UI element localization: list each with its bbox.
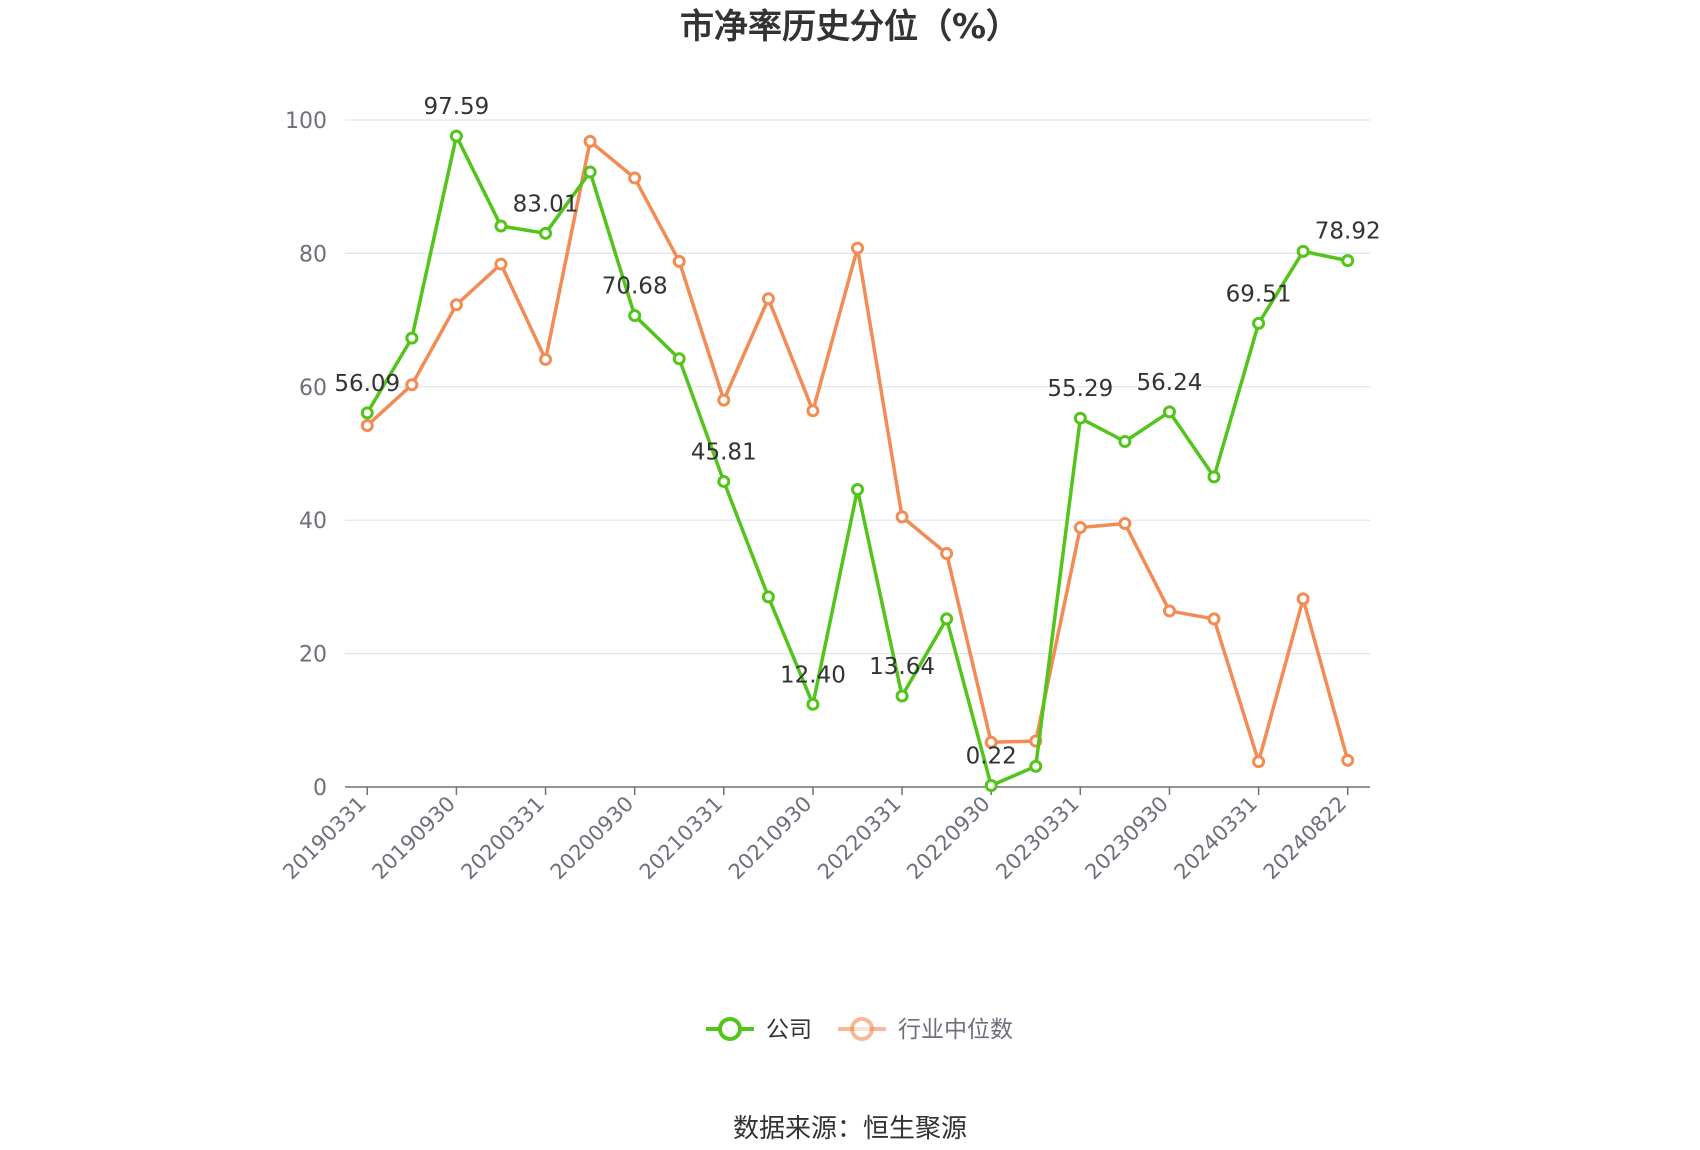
industry-point bbox=[1162, 604, 1176, 618]
x-tick-label: 20200331 bbox=[457, 792, 550, 885]
company-point bbox=[449, 129, 463, 143]
company-point bbox=[761, 590, 775, 604]
company-point bbox=[895, 689, 909, 703]
company-point bbox=[717, 474, 731, 488]
y-tick-label: 60 bbox=[299, 376, 327, 401]
series-layer bbox=[360, 129, 1355, 793]
company-point bbox=[984, 779, 998, 793]
company-point bbox=[583, 165, 597, 179]
industry-point bbox=[360, 418, 374, 432]
company-point bbox=[539, 226, 553, 240]
grid bbox=[345, 119, 1370, 655]
data-label: 69.51 bbox=[1226, 281, 1292, 307]
company-point bbox=[851, 483, 864, 497]
legend-industry-label: 行业中位数 bbox=[898, 1017, 1013, 1043]
series-line-company bbox=[365, 134, 1349, 788]
industry-point bbox=[851, 241, 864, 255]
company-point bbox=[1207, 470, 1221, 484]
company-point bbox=[494, 219, 508, 233]
x-tick-label: 20240822 bbox=[1259, 792, 1352, 885]
industry-point bbox=[1207, 612, 1221, 626]
industry-point bbox=[1296, 592, 1310, 606]
x-tick-label: 20200930 bbox=[546, 792, 639, 885]
x-tick-label: 20190331 bbox=[278, 792, 371, 885]
industry-point bbox=[494, 257, 508, 271]
x-tick-label: 20210331 bbox=[635, 792, 728, 885]
industry-point bbox=[1118, 517, 1132, 531]
company-point bbox=[1162, 405, 1176, 419]
company-point bbox=[405, 331, 419, 345]
source-note: 数据来源：恒生聚源 bbox=[733, 1114, 967, 1144]
company-point bbox=[1252, 316, 1266, 330]
y-axis: 0 20 40 60 80 100 bbox=[285, 109, 327, 801]
industry-point bbox=[1073, 521, 1087, 535]
y-tick-label: 40 bbox=[299, 509, 327, 534]
y-tick-label: 20 bbox=[299, 643, 327, 668]
company-point bbox=[806, 697, 820, 711]
data-label: 45.81 bbox=[691, 439, 757, 465]
industry-point bbox=[1341, 753, 1355, 767]
industry-point bbox=[672, 254, 686, 268]
series-line-industry bbox=[366, 139, 1350, 764]
x-tick-label: 20220930 bbox=[902, 792, 995, 885]
x-tick-label: 20230930 bbox=[1080, 792, 1173, 885]
legend-company-marker bbox=[718, 1017, 742, 1041]
y-tick-label: 0 bbox=[313, 776, 327, 801]
y-tick-label: 80 bbox=[299, 242, 327, 267]
legend-company-label: 公司 bbox=[766, 1017, 812, 1043]
data-label: 13.64 bbox=[869, 654, 935, 680]
x-tick-label: 20210930 bbox=[724, 792, 817, 885]
industry-point bbox=[761, 292, 775, 306]
data-label: 56.24 bbox=[1137, 370, 1203, 396]
industry-point bbox=[405, 378, 419, 392]
company-point bbox=[628, 309, 642, 323]
company-point bbox=[1073, 411, 1087, 425]
industry-point bbox=[449, 298, 463, 312]
industry-point bbox=[628, 171, 642, 185]
x-tick-label: 20230331 bbox=[991, 792, 1084, 885]
industry-point bbox=[1252, 755, 1266, 769]
legend-item-industry[interactable]: 行业中位数 bbox=[838, 1017, 1013, 1043]
company-point bbox=[1118, 434, 1132, 448]
company-point bbox=[940, 612, 954, 626]
industry-point bbox=[984, 735, 998, 749]
industry-point bbox=[539, 352, 553, 366]
y-tick-label: 100 bbox=[285, 109, 327, 134]
industry-point bbox=[806, 404, 820, 418]
company-point bbox=[672, 352, 686, 366]
company-point bbox=[360, 406, 374, 420]
company-point bbox=[1296, 244, 1310, 258]
data-label: 83.01 bbox=[513, 191, 579, 217]
data-label: 78.92 bbox=[1315, 219, 1381, 245]
industry-point bbox=[583, 134, 597, 148]
legend-item-company[interactable]: 公司 bbox=[706, 1017, 812, 1043]
data-label: 70.68 bbox=[602, 274, 668, 300]
industry-point bbox=[895, 510, 909, 524]
legend[interactable]: 公司 行业中位数 bbox=[706, 1017, 1013, 1043]
x-tick-label: 20220331 bbox=[813, 792, 906, 885]
x-tick-label: 20190930 bbox=[367, 792, 460, 885]
industry-point bbox=[717, 393, 731, 407]
data-label: 97.59 bbox=[423, 94, 489, 120]
data-label: 0.22 bbox=[966, 744, 1017, 770]
data-label: 12.40 bbox=[780, 662, 846, 688]
legend-industry-marker bbox=[850, 1017, 874, 1041]
industry-point bbox=[940, 547, 954, 561]
data-label: 56.09 bbox=[334, 371, 400, 397]
company-point bbox=[1341, 254, 1355, 268]
data-labels: 56.09 97.59 83.01 70.68 45.81 12.40 13.64 0.22 5… bbox=[334, 94, 1380, 769]
x-axis: 2019033120190930202003312020093020210331… bbox=[278, 786, 1370, 885]
chart-title: 市净率历史分位（%） bbox=[680, 7, 1020, 47]
company-point bbox=[1029, 759, 1043, 773]
x-tick-label: 20240331 bbox=[1170, 792, 1263, 885]
data-label: 55.29 bbox=[1047, 376, 1113, 402]
